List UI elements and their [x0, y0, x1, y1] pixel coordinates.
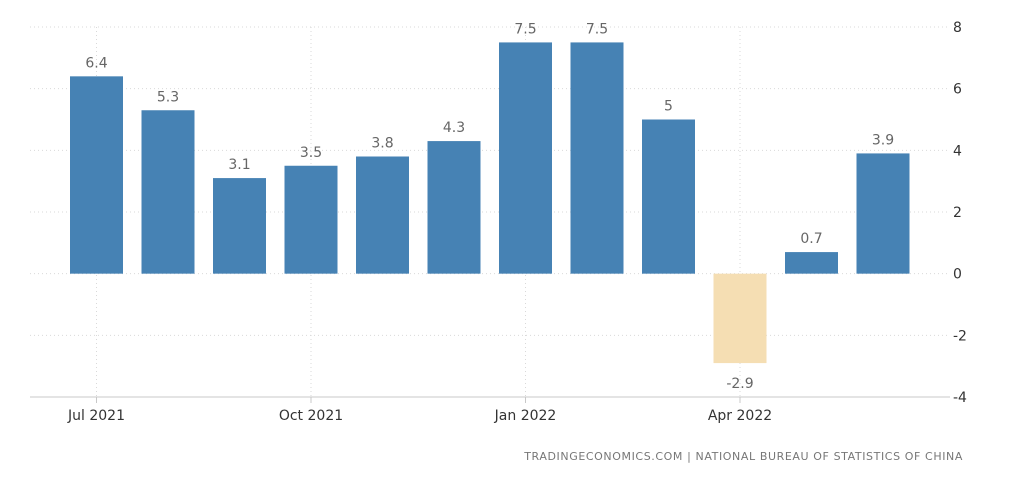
- data-label: -2.9: [726, 376, 753, 392]
- data-label: 5.3: [157, 89, 179, 105]
- data-label: 6.4: [85, 55, 107, 71]
- bar-jul-2021[interactable]: [70, 76, 123, 274]
- x-tick-label: Apr 2022: [708, 408, 772, 424]
- source-credit: TRADINGECONOMICS.COM | NATIONAL BUREAU O…: [523, 450, 963, 463]
- y-tick-label: 2: [953, 205, 962, 221]
- bar-sep-2021[interactable]: [213, 178, 266, 274]
- bar-nov-2021[interactable]: [356, 156, 409, 274]
- y-tick-label: 6: [953, 82, 962, 98]
- data-label: 3.8: [371, 136, 393, 152]
- bar-feb-2022[interactable]: [570, 42, 624, 274]
- x-tick-label: Oct 2021: [279, 408, 343, 424]
- y-axis: 8 6 4 2 0 -2 -4: [953, 20, 967, 406]
- data-label: 5: [664, 99, 673, 115]
- data-label: 3.9: [872, 132, 894, 148]
- data-label: 7.5: [586, 21, 608, 37]
- bar-may-2022[interactable]: [785, 252, 838, 274]
- bar-apr-2022[interactable]: [713, 273, 767, 364]
- y-tick-label: 8: [953, 20, 962, 36]
- bar-mar-2022[interactable]: [642, 119, 695, 274]
- y-tick-label: -2: [953, 328, 967, 344]
- bars: [70, 42, 910, 364]
- data-label: 0.7: [800, 231, 822, 247]
- data-label: 3.5: [300, 145, 322, 161]
- data-label: 7.5: [514, 21, 536, 37]
- data-label: 4.3: [443, 120, 465, 136]
- bar-dec-2021[interactable]: [427, 141, 481, 274]
- y-tick-label: 0: [953, 267, 962, 283]
- bar-jan-2022[interactable]: [499, 42, 552, 274]
- bar-aug-2021[interactable]: [141, 110, 195, 274]
- bar-jun-2022[interactable]: [856, 153, 910, 274]
- x-axis: Jul 2021 Oct 2021 Jan 2022 Apr 2022: [30, 396, 950, 424]
- y-tick-label: 4: [953, 143, 962, 159]
- data-labels: 6.4 5.3 3.1 3.5 3.8 4.3 7.5 7.5 5 -2.9 0.7 3.9: [85, 21, 894, 392]
- y-tick-label: -4: [953, 390, 967, 406]
- data-label: 3.1: [228, 157, 250, 173]
- x-tick-label: Jan 2022: [494, 408, 557, 424]
- bar-oct-2021[interactable]: [284, 165, 338, 274]
- x-tick-label: Jul 2021: [67, 408, 125, 424]
